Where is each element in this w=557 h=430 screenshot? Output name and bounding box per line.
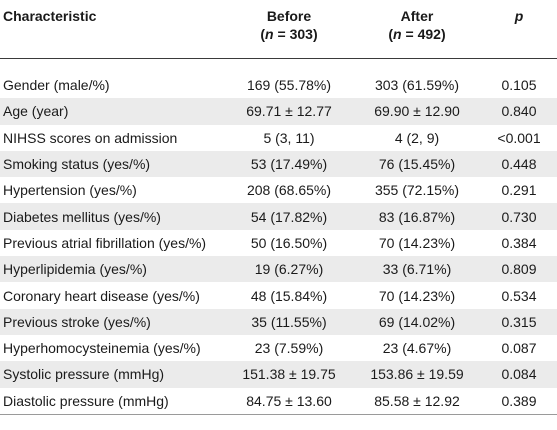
cell-after: 33 (6.71%) [382, 261, 452, 278]
cell-characteristic: Smoking status (yes/%) [3, 156, 151, 173]
header-before-label: Before [266, 8, 312, 24]
cell-p-value: 0.389 [481, 387, 557, 415]
header-row: Characteristic Before (n = 303) After (n… [0, 0, 557, 59]
cell-before: 53 (17.49%) [250, 156, 328, 173]
header-after-n-label: n [393, 26, 402, 42]
cell-characteristic: Diabetes mellitus (yes/%) [3, 208, 161, 225]
cell-characteristic: Systolic pressure (mmHg) [3, 366, 165, 383]
cell-after: 355 (72.15%) [374, 182, 460, 199]
table-row: Hypertension (yes/%) 208 (68.65%) 355 (7… [0, 177, 557, 204]
header-characteristic-label: Characteristic [3, 8, 97, 24]
table-row: Hyperhomocysteinemia (yes/%) 23 (7.59%) … [0, 334, 557, 362]
cell-p-value: 0.315 [501, 313, 537, 330]
header-after: After (n = 492) [353, 0, 481, 59]
cell-before: 169 (55.78%) [246, 77, 332, 94]
cell-p-value: 0.840 [501, 103, 537, 120]
cell-p-value: 0.384 [501, 234, 537, 251]
cell-before: 5 (3, 11) [263, 129, 315, 146]
table-row: Diabetes mellitus (yes/%) 54 (17.82%) 83… [0, 203, 557, 230]
header-spacer-cell [0, 58, 557, 72]
header-p-label: p [514, 8, 524, 24]
cell-after: 76 (15.45%) [378, 156, 456, 173]
cell-p-value: 0.084 [501, 366, 537, 383]
cell-characteristic: Coronary heart disease (yes/%) [3, 287, 200, 304]
cell-after: 153.86 ± 19.59 [370, 366, 464, 383]
table-header: Characteristic Before (n = 303) After (n… [0, 0, 557, 59]
cell-p-value: 0.730 [501, 208, 537, 225]
table-row: Previous stroke (yes/%) 35 (11.55%) 69 (… [0, 308, 557, 335]
table-row: Hyperlipidemia (yes/%) 19 (6.27%) 33 (6.… [0, 256, 557, 283]
cell-before: 48 (15.84%) [250, 287, 328, 304]
header-spacer-row [0, 58, 557, 72]
cell-characteristic: Diastolic pressure (mmHg) [0, 387, 225, 415]
cell-before: 84.75 ± 13.60 [225, 387, 353, 415]
table-row: Smoking status (yes/%) 53 (17.49%) 76 (1… [0, 150, 557, 178]
cell-p-value: <0.001 [497, 129, 541, 146]
cell-after: 69 (14.02%) [378, 313, 456, 330]
cell-characteristic: Hyperhomocysteinemia (yes/%) [3, 340, 201, 357]
cell-after: 4 (2, 9) [394, 129, 440, 146]
cell-characteristic: Age (year) [3, 103, 69, 120]
cell-before: 151.38 ± 19.75 [242, 366, 336, 383]
cell-before: 19 (6.27%) [254, 261, 324, 278]
header-characteristic: Characteristic [0, 0, 225, 59]
header-after-n-value: = 492 [401, 26, 441, 42]
cell-after: 70 (14.23%) [378, 234, 456, 251]
cell-before: 54 (17.82%) [250, 208, 328, 225]
cell-after: 69.90 ± 12.90 [374, 103, 460, 120]
cell-p-value: 0.809 [501, 261, 537, 278]
cell-p-value: 0.534 [501, 287, 537, 304]
cell-p-value: 0.448 [501, 156, 537, 173]
table-row: Previous atrial fibrillation (yes/%) 50 … [0, 229, 557, 257]
cell-before: 50 (16.50%) [250, 234, 328, 251]
cell-after: 85.58 ± 12.92 [353, 387, 481, 415]
cell-after: 83 (16.87%) [378, 208, 456, 225]
table-row: Diastolic pressure (mmHg) 84.75 ± 13.60 … [0, 387, 557, 415]
table-row: NIHSS scores on admission 5 (3, 11) 4 (2… [0, 124, 557, 151]
cell-characteristic: NIHSS scores on admission [3, 129, 178, 146]
cell-p-value: 0.291 [501, 182, 537, 199]
header-after-n: (n = 492) [388, 26, 446, 42]
header-before-n: (n = 303) [260, 26, 318, 42]
cell-characteristic: Gender (male/%) [3, 77, 110, 94]
cell-p-value: 0.105 [501, 77, 537, 94]
cell-after: 70 (14.23%) [378, 287, 456, 304]
cell-characteristic: Previous atrial fibrillation (yes/%) [3, 234, 207, 251]
cell-before: 35 (11.55%) [251, 313, 327, 330]
header-before-n-value: = 303 [273, 26, 313, 42]
header-before-n-label: n [265, 26, 274, 42]
baseline-characteristics-table: Characteristic Before (n = 303) After (n… [0, 0, 557, 415]
cell-p-value: 0.087 [501, 340, 537, 357]
cell-before: 208 (68.65%) [246, 182, 332, 199]
cell-characteristic: Previous stroke (yes/%) [3, 313, 151, 330]
cell-after: 23 (4.67%) [382, 340, 452, 357]
cell-before: 23 (7.59%) [254, 340, 324, 357]
table-row: Systolic pressure (mmHg) 151.38 ± 19.75 … [0, 361, 557, 388]
cell-characteristic: Hyperlipidemia (yes/%) [3, 261, 147, 278]
table-row: Coronary heart disease (yes/%) 48 (15.84… [0, 282, 557, 309]
header-p-value: p [481, 0, 557, 59]
cell-before: 69.71 ± 12.77 [246, 103, 332, 120]
cell-characteristic: Hypertension (yes/%) [3, 182, 137, 199]
cell-after: 303 (61.59%) [374, 77, 460, 94]
table-row: Gender (male/%) 169 (55.78%) 303 (61.59%… [0, 72, 557, 99]
table-row: Age (year) 69.71 ± 12.77 69.90 ± 12.90 0… [0, 98, 557, 125]
table-body: Gender (male/%) 169 (55.78%) 303 (61.59%… [0, 58, 557, 415]
header-after-label: After [400, 8, 434, 24]
header-before: Before (n = 303) [225, 0, 353, 59]
